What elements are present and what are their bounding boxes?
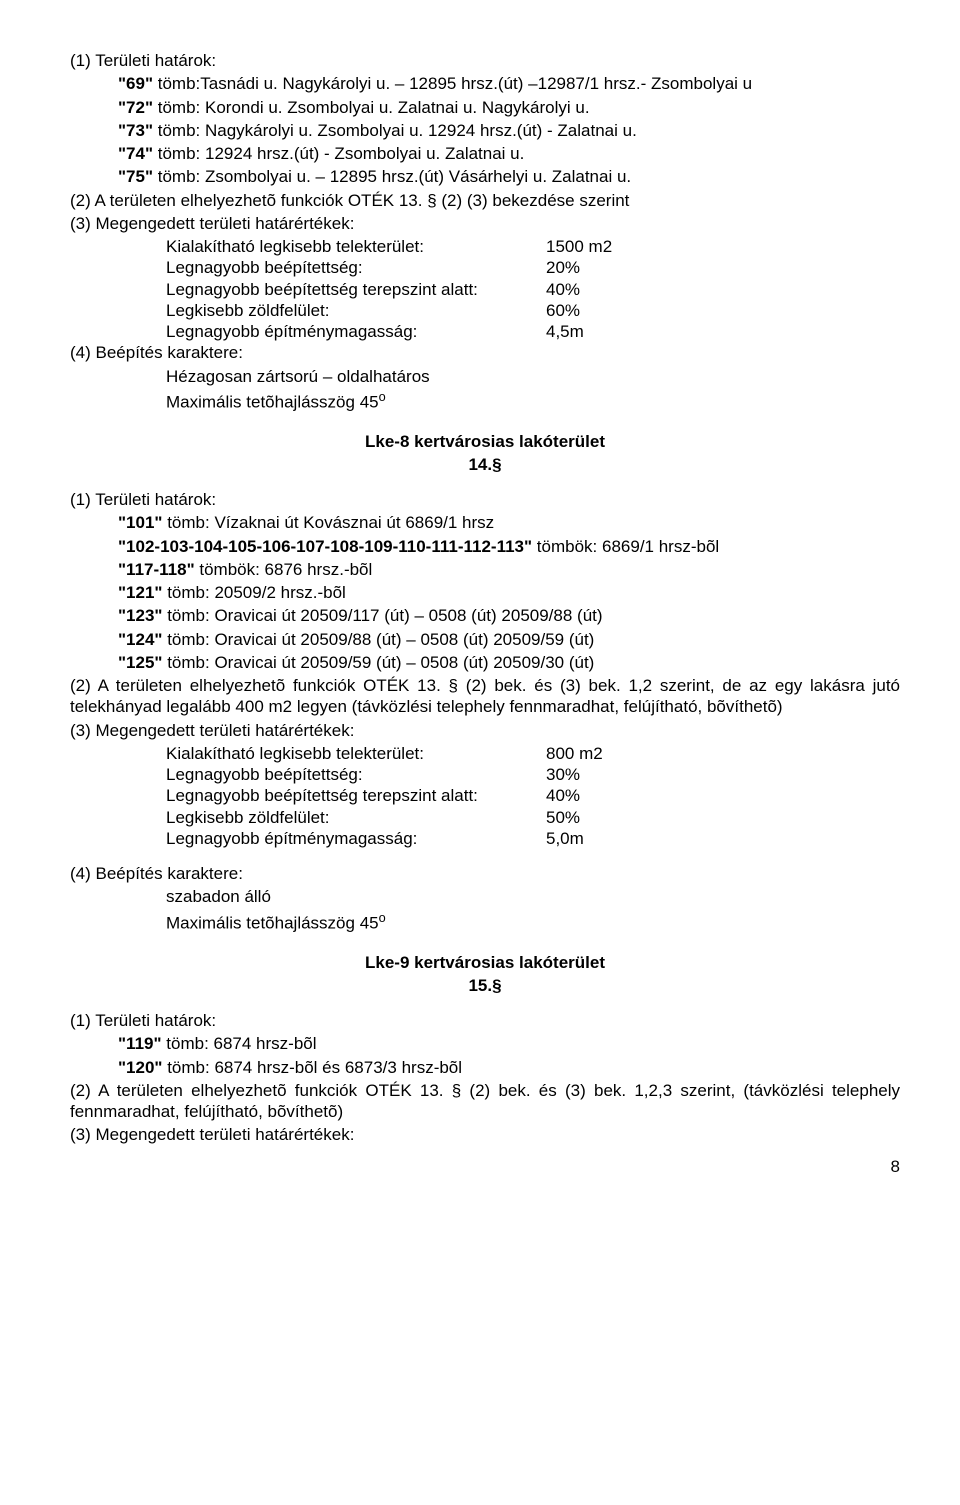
label: Legkisebb zöldfelület:	[166, 300, 546, 321]
value: 800 m2	[546, 743, 603, 764]
line-73: "73" tömb: Nagykárolyi u. Zsombolyai u. …	[70, 120, 900, 141]
value: 30%	[546, 764, 580, 785]
value: 40%	[546, 785, 580, 806]
text-74: tömb: 12924 hrsz.(út) - Zsombolyai u. Za…	[153, 144, 524, 163]
bold-120: "120"	[118, 1058, 162, 1077]
bold-73: "73"	[118, 121, 153, 140]
s8-row-terepszint: Legnagyobb beépítettség terepszint alatt…	[70, 785, 900, 806]
bold-123: "123"	[118, 606, 162, 625]
bold-121: "121"	[118, 583, 162, 602]
label: Legnagyobb építménymagasság:	[166, 321, 546, 342]
text-119: tömb: 6874 hrsz-bõl	[162, 1034, 317, 1053]
line-69: "69" tömb:Tasnádi u. Nagykárolyi u. – 12…	[70, 73, 900, 94]
line-75: "75" tömb: Zsombolyai u. – 12895 hrsz.(ú…	[70, 166, 900, 187]
line-121: "121" tömb: 20509/2 hrsz.-bõl	[70, 582, 900, 603]
text-73: tömb: Nagykárolyi u. Zsombolyai u. 12924…	[153, 121, 637, 140]
s9-p2: (2) A területen elhelyezhetõ funkciók OT…	[70, 1080, 900, 1123]
bold-101: "101"	[118, 513, 162, 532]
line-74: "74" tömb: 12924 hrsz.(út) - Zsombolyai …	[70, 143, 900, 164]
text-72: tömb: Korondi u. Zsombolyai u. Zalatnai …	[153, 98, 590, 117]
page-number: 8	[70, 1156, 900, 1177]
text-120: tömb: 6874 hrsz-bõl és 6873/3 hrsz-bõl	[162, 1058, 462, 1077]
label: Legnagyobb beépítettség terepszint alatt…	[166, 279, 546, 300]
label: Legnagyobb beépítettség:	[166, 764, 546, 785]
line-102: "102-103-104-105-106-107-108-109-110-111…	[70, 536, 900, 557]
lke9-num: 15.§	[70, 975, 900, 996]
s8-row-zoldfelulet: Legkisebb zöldfelület:50%	[70, 807, 900, 828]
value: 1500 m2	[546, 236, 612, 257]
text-4b: Maximális tetõhajlásszög 45	[166, 392, 379, 411]
s8-row-telekterulet: Kialakítható legkisebb telekterület:800 …	[70, 743, 900, 764]
s8-row-epitmenymagassag: Legnagyobb építménymagasság:5,0m	[70, 828, 900, 849]
lke8-title: Lke-8 kertvárosias lakóterület	[70, 431, 900, 452]
bold-69: "69"	[118, 74, 153, 93]
line-119: "119" tömb: 6874 hrsz-bõl	[70, 1033, 900, 1054]
section-4: (4) Beépítés karaktere:	[70, 342, 900, 363]
text-121: tömb: 20509/2 hrsz.-bõl	[162, 583, 345, 602]
value: 4,5m	[546, 321, 584, 342]
row-terepszint: Legnagyobb beépítettség terepszint alatt…	[70, 279, 900, 300]
row-telekterulet: Kialakítható legkisebb telekterület:1500…	[70, 236, 900, 257]
text-125: tömb: Oravicai út 20509/59 (út) – 0508 (…	[162, 653, 594, 672]
text-102: tömbök: 6869/1 hrsz-bõl	[532, 537, 719, 556]
bold-119: "119"	[118, 1034, 162, 1053]
label: Legnagyobb beépítettség:	[166, 257, 546, 278]
lke9-title: Lke-9 kertvárosias lakóterület	[70, 952, 900, 973]
bold-102: "102-103-104-105-106-107-108-109-110-111…	[118, 537, 532, 556]
s8-p4b: Maximális tetõhajlásszög 45o	[70, 910, 900, 934]
label: Legnagyobb építménymagasság:	[166, 828, 546, 849]
bold-75: "75"	[118, 167, 153, 186]
s9-head: (1) Területi határok:	[70, 1010, 900, 1031]
text-69: tömb:Tasnádi u. Nagykárolyi u. – 12895 h…	[153, 74, 752, 93]
s8-row-beepitettseg: Legnagyobb beépítettség:30%	[70, 764, 900, 785]
label: Legnagyobb beépítettség terepszint alatt…	[166, 785, 546, 806]
section-4b: Maximális tetõhajlásszög 45o	[70, 389, 900, 413]
s8-p2: (2) A területen elhelyezhetõ funkciók OT…	[70, 675, 900, 718]
section-3: (3) Megengedett területi határértékek:	[70, 213, 900, 234]
bold-117: "117-118"	[118, 560, 195, 579]
lke8-num: 14.§	[70, 454, 900, 475]
degree-sup-2: o	[379, 910, 386, 925]
bold-74: "74"	[118, 144, 153, 163]
section-2: (2) A területen elhelyezhetõ funkciók OT…	[70, 190, 900, 211]
line-123: "123" tömb: Oravicai út 20509/117 (út) –…	[70, 605, 900, 626]
row-beepitettseg: Legnagyobb beépítettség:20%	[70, 257, 900, 278]
bold-124: "124"	[118, 630, 162, 649]
value: 60%	[546, 300, 580, 321]
line-117: "117-118" tömbök: 6876 hrsz.-bõl	[70, 559, 900, 580]
text-75: tömb: Zsombolyai u. – 12895 hrsz.(út) Vá…	[153, 167, 631, 186]
degree-sup: o	[379, 389, 386, 404]
s8-head: (1) Területi határok:	[70, 489, 900, 510]
text-123: tömb: Oravicai út 20509/117 (út) – 0508 …	[162, 606, 602, 625]
label: Legkisebb zöldfelület:	[166, 807, 546, 828]
text-s8-4b: Maximális tetõhajlásszög 45	[166, 913, 379, 932]
row-zoldfelulet: Legkisebb zöldfelület:60%	[70, 300, 900, 321]
s8-p4a: szabadon álló	[70, 886, 900, 907]
line-101: "101" tömb: Vízaknai út Kovásznai út 686…	[70, 512, 900, 533]
text-101: tömb: Vízaknai út Kovásznai út 6869/1 hr…	[162, 513, 494, 532]
section-1-head: (1) Területi határok:	[70, 50, 900, 71]
s8-p4: (4) Beépítés karaktere:	[70, 863, 900, 884]
label: Kialakítható legkisebb telekterület:	[166, 236, 546, 257]
line-124: "124" tömb: Oravicai út 20509/88 (út) – …	[70, 629, 900, 650]
bold-72: "72"	[118, 98, 153, 117]
s9-p3: (3) Megengedett területi határértékek:	[70, 1124, 900, 1145]
row-epitmenymagassag: Legnagyobb építménymagasság:4,5m	[70, 321, 900, 342]
value: 50%	[546, 807, 580, 828]
value: 20%	[546, 257, 580, 278]
text-124: tömb: Oravicai út 20509/88 (út) – 0508 (…	[162, 630, 594, 649]
line-125: "125" tömb: Oravicai út 20509/59 (út) – …	[70, 652, 900, 673]
text-117: tömbök: 6876 hrsz.-bõl	[195, 560, 373, 579]
s8-p3: (3) Megengedett területi határértékek:	[70, 720, 900, 741]
line-120: "120" tömb: 6874 hrsz-bõl és 6873/3 hrsz…	[70, 1057, 900, 1078]
bold-125: "125"	[118, 653, 162, 672]
value: 40%	[546, 279, 580, 300]
line-72: "72" tömb: Korondi u. Zsombolyai u. Zala…	[70, 97, 900, 118]
value: 5,0m	[546, 828, 584, 849]
section-4a: Hézagosan zártsorú – oldalhatáros	[70, 366, 900, 387]
label: Kialakítható legkisebb telekterület:	[166, 743, 546, 764]
